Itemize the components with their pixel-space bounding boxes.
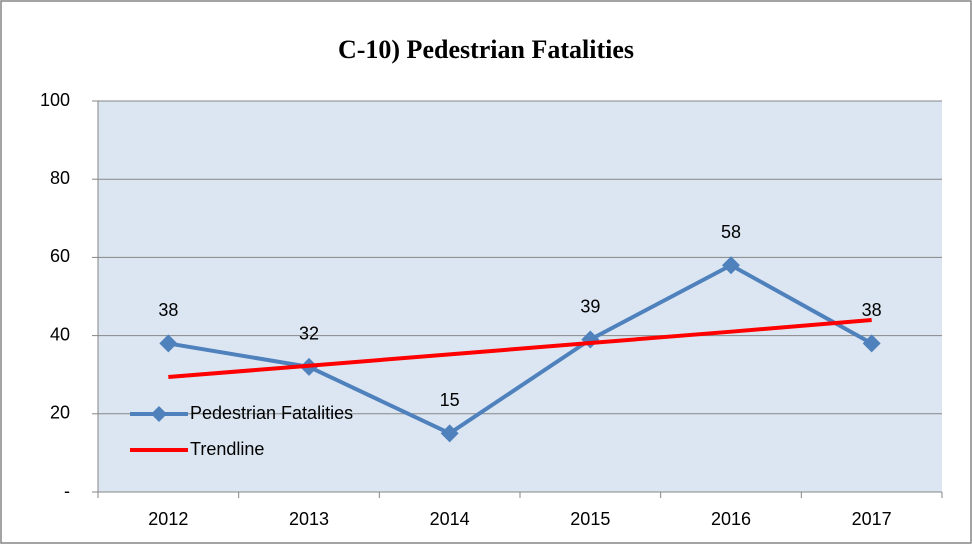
plot-area xyxy=(98,101,942,492)
data-label: 38 xyxy=(862,300,882,320)
data-point xyxy=(722,256,740,275)
chart-title: C-10) Pedestrian Fatalities xyxy=(338,35,634,64)
y-tick-label: 60 xyxy=(50,246,70,266)
x-tick-label: 2015 xyxy=(570,509,610,529)
data-point xyxy=(440,424,459,443)
x-tick-label: 2013 xyxy=(289,509,329,529)
x-tick-label: 2012 xyxy=(148,509,188,529)
data-label: 32 xyxy=(299,324,319,344)
data-label: 58 xyxy=(721,222,741,242)
y-tick-label: 80 xyxy=(50,168,70,188)
data-label: 39 xyxy=(580,296,600,316)
x-tick-label: 2016 xyxy=(711,509,751,529)
data-label: 38 xyxy=(158,300,178,320)
y-tick-label: 40 xyxy=(50,324,70,344)
data-point xyxy=(862,334,881,353)
legend-label: Pedestrian Fatalities xyxy=(190,403,353,423)
x-tick-label: 2014 xyxy=(430,509,470,529)
series-line xyxy=(168,317,872,380)
y-tick-label: - xyxy=(64,481,70,501)
legend-label: Trendline xyxy=(190,439,264,459)
data-point xyxy=(159,334,178,353)
x-tick-label: 2017 xyxy=(852,509,892,529)
legend-marker xyxy=(151,406,167,422)
data-label: 15 xyxy=(440,390,460,410)
y-tick-label: 100 xyxy=(40,90,70,110)
series-line xyxy=(168,263,873,436)
y-tick-label: 20 xyxy=(50,403,70,423)
